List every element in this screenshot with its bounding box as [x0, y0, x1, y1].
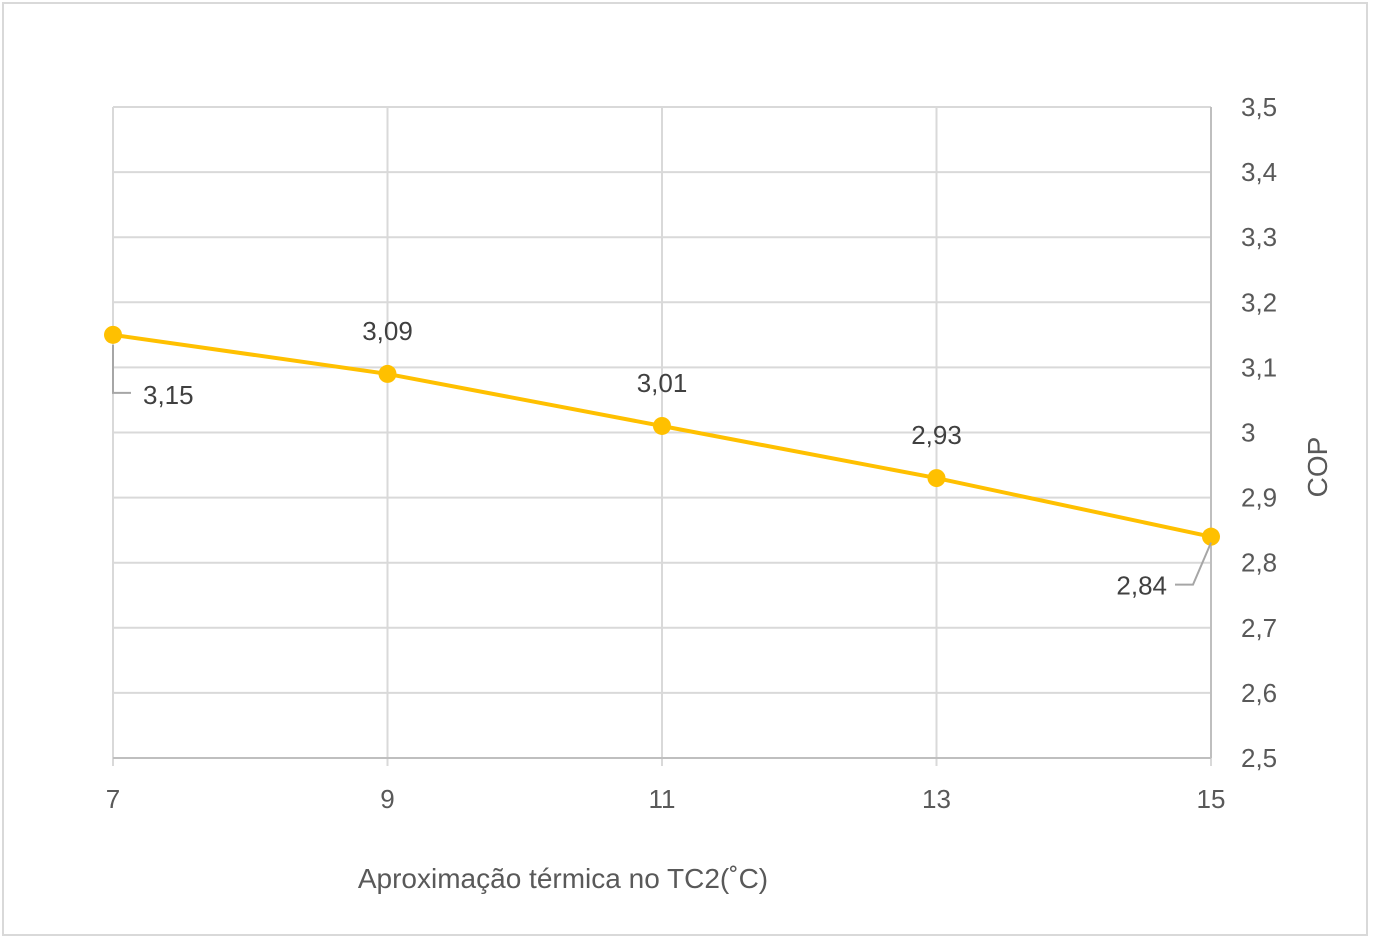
- data-label: 3,15: [143, 380, 194, 410]
- data-label: 2,84: [1116, 571, 1167, 601]
- series: [104, 325, 1220, 546]
- y-tick-label: 3,2: [1241, 287, 1277, 317]
- y-tick-label: 3,3: [1241, 222, 1277, 252]
- y-tick-label: 2,7: [1241, 613, 1277, 643]
- x-tick-label: 9: [380, 784, 394, 814]
- x-tick-label: 11: [649, 784, 676, 814]
- y-tick-label: 2,6: [1241, 678, 1277, 708]
- data-label-leader: [112, 344, 131, 394]
- data-label: 3,09: [362, 316, 413, 346]
- data-label-leader: [1175, 542, 1212, 586]
- data-point: [378, 364, 397, 383]
- gridlines: [112, 106, 1212, 766]
- line-chart: 2,52,62,72,82,933,13,23,33,43,57 9 11 13 15 …: [104, 92, 1333, 894]
- y-tick-label: 3,4: [1241, 157, 1277, 187]
- y-tick-label: 2,9: [1241, 483, 1277, 513]
- data-point: [927, 469, 946, 488]
- y-tick-label: 2,5: [1241, 743, 1277, 773]
- data-labels: 3,15 3,09 3,01 2,93 2,84: [112, 316, 1212, 601]
- x-axis-title: Aproximação térmica no TC2(˚C): [358, 863, 768, 894]
- data-label: 3,01: [637, 368, 688, 398]
- y-tick-label: 2,8: [1241, 548, 1277, 578]
- x-tick-label: 15: [1197, 784, 1226, 814]
- y-tick-label: 3,5: [1241, 92, 1277, 122]
- data-point: [1202, 527, 1220, 546]
- axes: 2,52,62,72,82,933,13,23,33,43,57 9 11 13 15: [106, 92, 1277, 814]
- y-axis-title: COP: [1302, 437, 1333, 498]
- y-tick-label: 3,1: [1241, 352, 1277, 382]
- data-label: 2,93: [911, 420, 962, 450]
- x-tick-label: 13: [922, 784, 951, 814]
- y-tick-label: 3: [1241, 418, 1255, 448]
- data-point: [104, 325, 122, 344]
- x-tick-label: 7: [106, 784, 120, 814]
- data-point: [653, 416, 671, 435]
